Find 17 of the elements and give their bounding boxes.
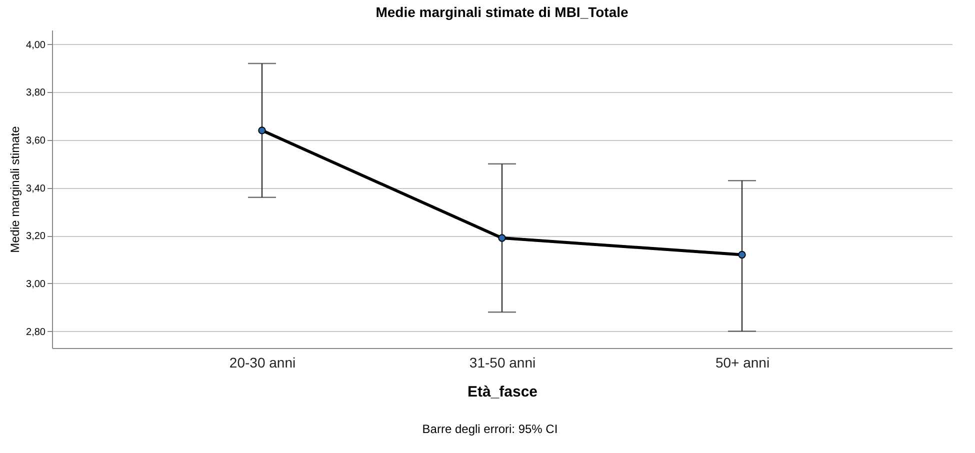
y-tick-label: 3,40 xyxy=(26,183,46,194)
point xyxy=(498,234,506,242)
y-tick-label: 3,80 xyxy=(26,88,46,99)
y-tick-label: 4,00 xyxy=(26,40,46,51)
x-tick-label: 50+ anni xyxy=(715,354,770,370)
y-tick-label: 3,60 xyxy=(26,135,46,146)
x-axis-title: Età_fasce xyxy=(467,384,538,400)
x-tick-label: 20-30 anni xyxy=(229,354,296,370)
text: Barre degli errori: 95% CI xyxy=(421,422,559,436)
point xyxy=(738,250,746,259)
point xyxy=(258,126,266,134)
y-tick-label: 2,80 xyxy=(26,326,46,338)
x-tick-label: 31-50 anni xyxy=(469,354,536,370)
chart-title: Medie marginali stimate di MBI_Totale xyxy=(376,4,628,20)
y-tick-label: 3,20 xyxy=(26,231,46,242)
y-axis-title: Medie marginali stimate xyxy=(8,126,22,253)
y-tick-label: 3,00 xyxy=(26,278,46,290)
